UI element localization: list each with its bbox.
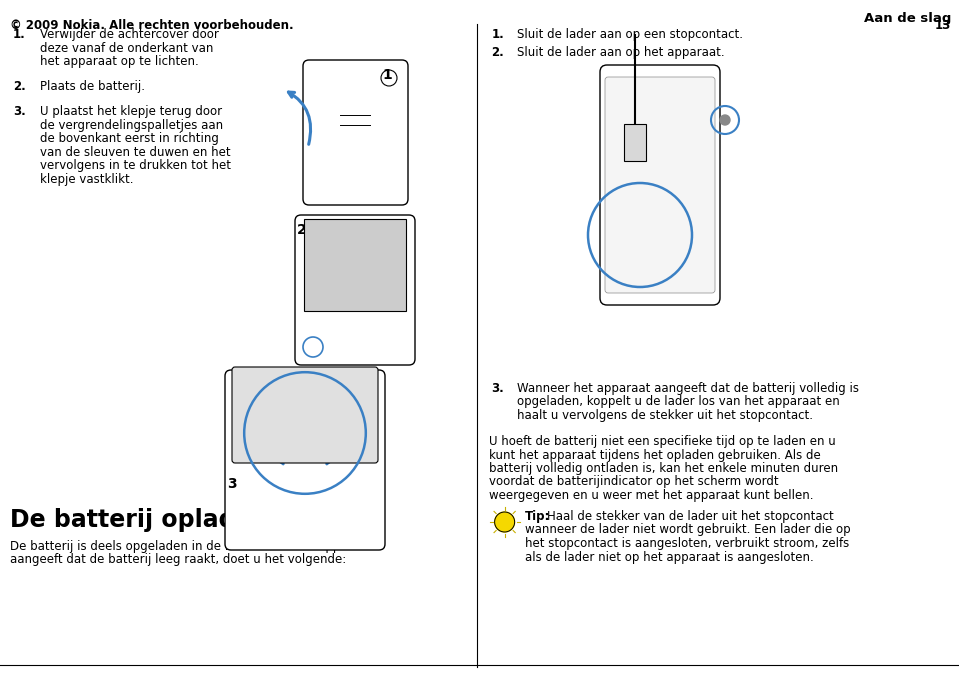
Text: wanneer de lader niet wordt gebruikt. Een lader die op: wanneer de lader niet wordt gebruikt. Ee… — [525, 523, 851, 537]
Text: 1.: 1. — [13, 28, 26, 41]
Text: 3.: 3. — [492, 382, 504, 395]
Text: het apparaat op te lichten.: het apparaat op te lichten. — [40, 55, 199, 68]
Text: © 2009 Nokia. Alle rechten voorbehouden.: © 2009 Nokia. Alle rechten voorbehouden. — [10, 19, 293, 33]
Text: de bovenkant eerst in richting: de bovenkant eerst in richting — [40, 132, 219, 145]
Text: 13: 13 — [935, 19, 951, 33]
FancyBboxPatch shape — [605, 77, 715, 293]
Text: het stopcontact is aangesloten, verbruikt stroom, zelfs: het stopcontact is aangesloten, verbruik… — [525, 537, 849, 550]
Text: kunt het apparaat tijdens het opladen gebruiken. Als de: kunt het apparaat tijdens het opladen ge… — [489, 448, 820, 461]
Text: Sluit de lader aan op het apparaat.: Sluit de lader aan op het apparaat. — [517, 46, 724, 59]
Circle shape — [720, 115, 730, 125]
Circle shape — [495, 512, 515, 532]
Text: van de sleuven te duwen en het: van de sleuven te duwen en het — [40, 145, 230, 158]
Text: deze vanaf de onderkant van: deze vanaf de onderkant van — [40, 42, 213, 54]
Text: klepje vastklikt.: klepje vastklikt. — [40, 172, 133, 186]
Text: De batterij is deels opgeladen in de fabriek. Als het apparaat: De batterij is deels opgeladen in de fab… — [10, 540, 372, 553]
Text: Aan de slag: Aan de slag — [864, 12, 951, 25]
Text: weergegeven en u weer met het apparaat kunt bellen.: weergegeven en u weer met het apparaat k… — [489, 489, 813, 502]
Text: U plaatst het klepje terug door: U plaatst het klepje terug door — [40, 105, 222, 118]
FancyBboxPatch shape — [600, 65, 720, 305]
Text: batterij volledig ontladen is, kan het enkele minuten duren: batterij volledig ontladen is, kan het e… — [489, 462, 838, 475]
Text: opgeladen, koppelt u de lader los van het apparaat en: opgeladen, koppelt u de lader los van he… — [517, 395, 839, 409]
Text: 3.: 3. — [13, 105, 26, 118]
FancyBboxPatch shape — [295, 215, 415, 365]
Text: Tip:: Tip: — [525, 510, 550, 523]
Text: 1.: 1. — [492, 28, 504, 41]
Text: Haal de stekker van de lader uit het stopcontact: Haal de stekker van de lader uit het sto… — [547, 510, 833, 523]
Text: Wanneer het apparaat aangeeft dat de batterij volledig is: Wanneer het apparaat aangeeft dat de bat… — [517, 382, 858, 395]
Text: Verwijder de achtercover door: Verwijder de achtercover door — [40, 28, 219, 41]
Text: 3: 3 — [227, 477, 237, 491]
FancyBboxPatch shape — [232, 367, 378, 463]
Text: haalt u vervolgens de stekker uit het stopcontact.: haalt u vervolgens de stekker uit het st… — [517, 409, 812, 422]
FancyBboxPatch shape — [303, 60, 408, 205]
Text: De batterij opladen: De batterij opladen — [10, 508, 269, 532]
FancyBboxPatch shape — [304, 219, 406, 311]
FancyBboxPatch shape — [624, 124, 646, 161]
Text: vervolgens in te drukken tot het: vervolgens in te drukken tot het — [40, 159, 231, 172]
Text: 1: 1 — [382, 68, 391, 82]
Text: Plaats de batterij.: Plaats de batterij. — [40, 80, 145, 93]
Text: 2.: 2. — [492, 46, 504, 59]
Text: aangeeft dat de batterij leeg raakt, doet u het volgende:: aangeeft dat de batterij leeg raakt, doe… — [10, 553, 346, 566]
Text: voordat de batterijindicator op het scherm wordt: voordat de batterijindicator op het sche… — [489, 475, 779, 489]
Text: U hoeft de batterij niet een specifieke tijd op te laden en u: U hoeft de batterij niet een specifieke … — [489, 435, 835, 448]
Text: de vergrendelingspalletjes aan: de vergrendelingspalletjes aan — [40, 119, 223, 131]
Text: 2.: 2. — [13, 80, 26, 93]
Text: 2: 2 — [297, 223, 307, 237]
Text: als de lader niet op het apparaat is aangesloten.: als de lader niet op het apparaat is aan… — [525, 550, 813, 564]
Text: Sluit de lader aan op een stopcontact.: Sluit de lader aan op een stopcontact. — [517, 28, 742, 41]
FancyBboxPatch shape — [225, 370, 385, 550]
